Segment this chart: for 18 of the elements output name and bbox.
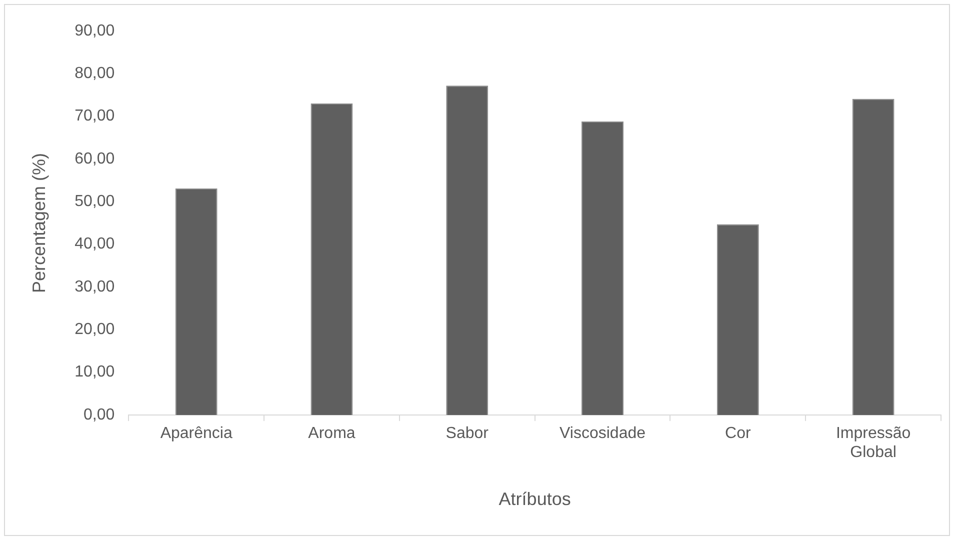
y-tick-label: 40,00 <box>74 236 115 253</box>
y-tick-label: 20,00 <box>74 321 115 338</box>
y-axis-title: Percentagem (%) <box>28 152 49 294</box>
x-tick-label: Cor <box>725 425 752 442</box>
y-tick-label: 30,00 <box>74 278 115 296</box>
y-tick-label: 0,00 <box>84 406 115 424</box>
x-tick-label: Viscosidade <box>560 425 646 442</box>
y-tick-label: 60,00 <box>74 150 115 168</box>
x-tick-label: Sabor <box>446 425 490 442</box>
y-tick-label: 10,00 <box>74 364 115 381</box>
y-tick-label: 50,00 <box>74 193 115 210</box>
y-tick-label: 90,00 <box>74 22 115 40</box>
y-tick-label: 80,00 <box>74 65 115 82</box>
x-axis-title: Atríbutos <box>498 489 571 510</box>
y-tick-label: 70,00 <box>74 108 115 125</box>
x-tick-label: Aparência <box>160 425 232 442</box>
x-tick-label: Impressão Global <box>836 425 911 462</box>
x-tick-label: Aroma <box>308 425 356 442</box>
